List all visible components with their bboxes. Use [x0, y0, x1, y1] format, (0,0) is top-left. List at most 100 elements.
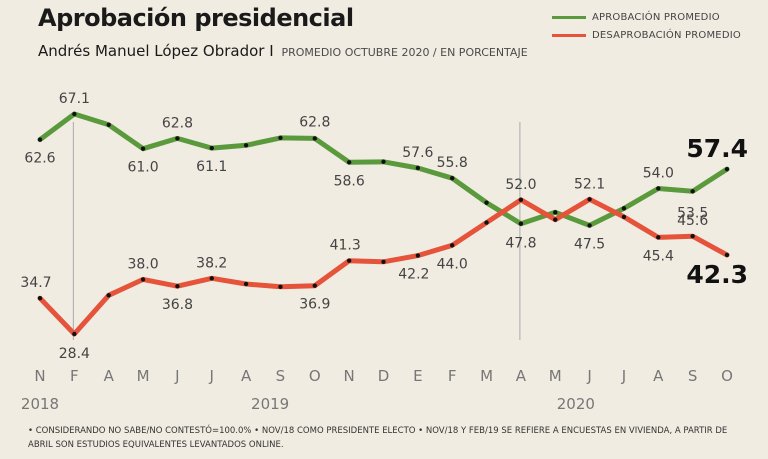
series-0-point-4	[175, 136, 180, 141]
series-1-point-9	[346, 258, 352, 263]
series-0-point-14	[518, 221, 524, 226]
series-0-point-20	[724, 166, 730, 172]
line-chart: 62.6 67.1 61.0 62.8 61.1 62.8 58.6 57.655.8 47.8…	[20, 91, 748, 413]
year-label-2019: 2019	[251, 395, 289, 413]
data-label-disapproval-4: 36.8	[162, 297, 193, 313]
x-tick-12: F	[448, 367, 457, 385]
subtitle-note: PROMEDIO OCTUBRE 2020 / EN PORCENTAJE	[281, 46, 528, 59]
x-tick-5: J	[209, 367, 214, 385]
data-label-approval-20: 57.4	[686, 134, 748, 163]
x-tick-9: N	[344, 367, 355, 385]
data-label-disapproval-12: 44.0	[437, 256, 468, 272]
x-tick-10: D	[378, 367, 390, 385]
data-label-approval-18: 54.0	[643, 165, 674, 181]
series-0-point-11	[415, 165, 421, 171]
series-1-point-15	[553, 217, 558, 222]
legend: APROBACIÓN PROMEDIO DESAPROBACIÓN PROMED…	[552, 8, 741, 44]
data-label-approval-11: 57.6	[402, 145, 433, 161]
x-tick-8: O	[309, 367, 321, 385]
series-1-point-0	[37, 295, 43, 301]
series-0-point-12	[450, 176, 455, 181]
data-label-disapproval-9: 41.3	[330, 238, 361, 254]
series-1-point-3	[140, 277, 146, 282]
series-1-point-20	[724, 252, 730, 258]
series-1-point-12	[450, 243, 455, 248]
legend-swatch-disapproval	[552, 33, 586, 37]
series-1-point-16	[587, 197, 592, 202]
data-label-disapproval-14: 52.0	[505, 177, 536, 193]
series-1-point-11	[415, 253, 421, 258]
data-label-approval-8: 62.8	[299, 114, 330, 130]
series-0-point-9	[346, 160, 352, 165]
data-label-disapproval-3: 38.0	[127, 256, 158, 272]
series-0-point-7	[278, 135, 283, 141]
legend-swatch-approval	[552, 15, 586, 19]
data-label-approval-9: 58.6	[334, 173, 365, 189]
series-1-point-17	[621, 214, 627, 220]
x-tick-0: N	[34, 367, 45, 385]
x-tick-2: A	[104, 367, 115, 385]
data-label-disapproval-0: 34.7	[20, 275, 51, 291]
data-label-approval-0: 62.6	[24, 151, 55, 167]
series-1-point-4	[175, 284, 180, 289]
series-0-point-13	[484, 200, 489, 205]
x-tick-3: M	[137, 367, 150, 385]
subtitle-main: Andrés Manuel López Obrador I	[38, 42, 274, 60]
x-tick-18: A	[653, 367, 664, 385]
data-label-approval-1: 67.1	[59, 91, 90, 107]
data-label-approval-19: 53.5	[677, 205, 708, 221]
legend-label-disapproval: DESAPROBACIÓN PROMEDIO	[592, 29, 741, 41]
series-0-point-18	[656, 186, 661, 191]
series-0-point-19	[690, 189, 695, 194]
data-label-approval-4: 62.8	[162, 115, 193, 131]
series-1-point-5	[209, 276, 214, 281]
series-1-point-7	[278, 284, 283, 290]
legend-label-approval: APROBACIÓN PROMEDIO	[592, 11, 720, 23]
data-label-disapproval-1: 28.4	[59, 346, 90, 362]
series-1-point-14	[518, 197, 524, 203]
data-label-approval-12: 55.8	[437, 155, 468, 171]
x-tick-6: A	[241, 367, 252, 385]
series-0-point-17	[621, 206, 627, 211]
data-label-approval-3: 61.0	[127, 160, 158, 176]
series-0-point-2	[106, 122, 111, 128]
series-0-point-6	[243, 143, 249, 148]
x-tick-20: O	[721, 367, 733, 385]
data-label-disapproval-19: 45.6	[677, 213, 708, 229]
series-0-point-10	[381, 159, 386, 164]
x-tick-16: J	[586, 367, 591, 385]
footnote: • CONSIDERANDO NO SABE/NO CONTESTÓ=100.0…	[28, 426, 728, 450]
x-tick-4: J	[174, 367, 179, 385]
x-tick-1: F	[70, 367, 79, 385]
data-label-disapproval-16: 52.1	[574, 176, 605, 192]
data-label-disapproval-5: 38.2	[196, 255, 227, 271]
x-tick-19: S	[688, 367, 698, 385]
x-tick-11: E	[413, 367, 422, 385]
x-tick-13: M	[480, 367, 493, 385]
series-0-point-3	[140, 146, 146, 151]
x-tick-7: S	[276, 367, 286, 385]
legend-item-disapproval: DESAPROBACIÓN PROMEDIO	[552, 26, 741, 44]
series-0-point-0	[37, 137, 43, 142]
data-label-approval-14: 47.8	[505, 236, 536, 252]
data-label-disapproval-11: 42.2	[398, 267, 429, 283]
data-label-disapproval-20: 42.3	[686, 260, 748, 289]
series-1-point-13	[484, 220, 489, 225]
series-1-point-18	[656, 235, 661, 240]
data-label-approval-5: 61.1	[196, 159, 227, 175]
chart-title: Aprobación presidencial	[38, 4, 354, 32]
legend-item-approval: APROBACIÓN PROMEDIO	[552, 8, 741, 26]
data-label-approval-16: 47.5	[574, 236, 605, 252]
series-0-point-8	[312, 136, 317, 141]
year-label-2020: 2020	[557, 395, 595, 413]
series-1-point-1	[72, 331, 77, 337]
x-tick-15: M	[549, 367, 562, 385]
series-0-point-1	[72, 111, 77, 117]
series-1-point-6	[243, 281, 249, 287]
x-tick-14: A	[516, 367, 527, 385]
data-label-disapproval-8: 36.9	[299, 297, 330, 313]
series-1-point-8	[312, 283, 317, 288]
series-1-point-2	[106, 293, 111, 298]
series-1-point-10	[381, 259, 386, 265]
series-1-point-19	[690, 234, 695, 239]
